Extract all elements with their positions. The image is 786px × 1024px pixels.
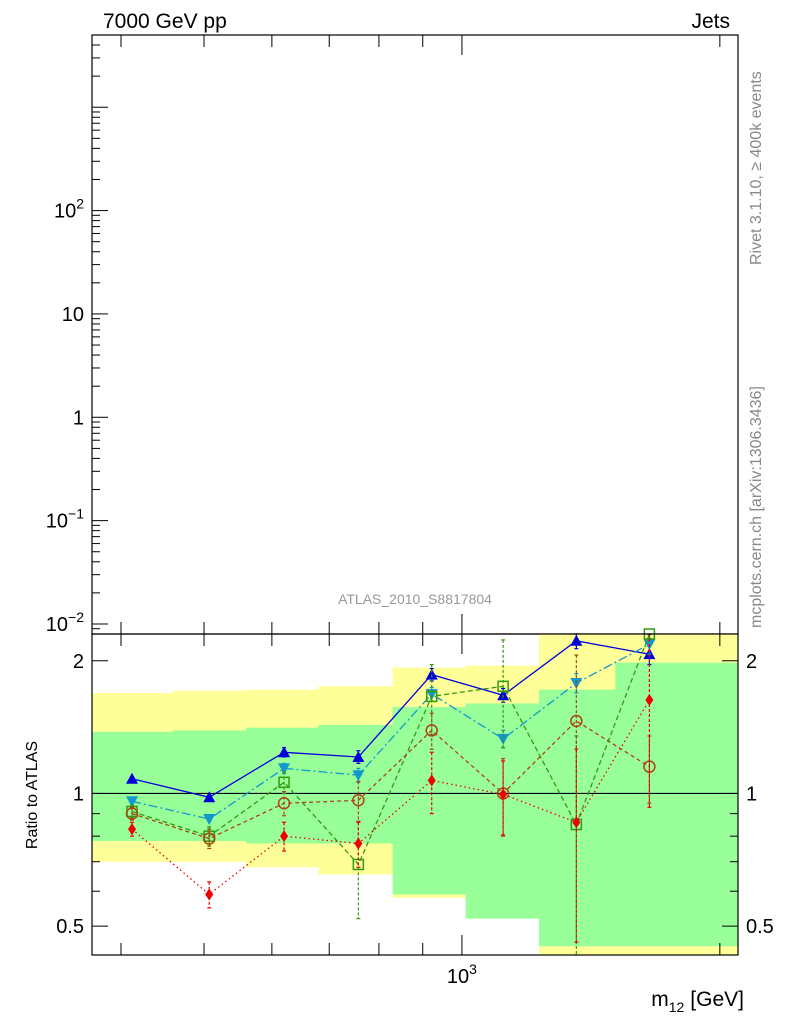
- main-y-tick-label: 1: [73, 407, 84, 429]
- tick-base: 10: [46, 511, 68, 533]
- ratio-frame: [91, 633, 739, 956]
- data-point: [570, 634, 583, 646]
- main-y-tick-label: 10−2: [46, 609, 84, 636]
- data-point: [125, 807, 139, 820]
- data-point: [203, 814, 216, 826]
- x-axis-label-main: m: [651, 988, 669, 1011]
- data-point: [499, 788, 508, 801]
- data-point: [497, 680, 509, 693]
- x-axis-label-unit: [GeV]: [690, 988, 744, 1011]
- data-point: [128, 823, 137, 836]
- data-point: [425, 724, 438, 737]
- ratio-y-label: Ratio to ATLAS: [24, 741, 41, 849]
- series-layer: [125, 628, 656, 956]
- ratio-tick-labels: 0.5 0.5 1 1 2 2 103: [56, 651, 774, 988]
- data-point: [126, 796, 139, 808]
- ratio-y-tick-label-left: 0.5: [56, 916, 84, 938]
- series-line-red: [131, 699, 650, 896]
- tick-base: 10: [62, 304, 84, 326]
- ratio-y-tick-label-left: 2: [73, 651, 84, 673]
- tick-exponent: −1: [68, 506, 84, 522]
- data-point: [278, 746, 291, 758]
- tick-base: 10: [46, 614, 68, 636]
- band-inner: [318, 724, 394, 844]
- main-frame: [91, 34, 739, 635]
- series-line-brown: [131, 720, 650, 840]
- data-point: [352, 750, 365, 762]
- ratio-y-tick-label-left: 1: [73, 783, 84, 805]
- band-inner: [392, 707, 467, 895]
- band-inner: [246, 727, 319, 844]
- data-point: [354, 837, 363, 850]
- series-line-blue: [131, 640, 650, 798]
- tick-exponent: −2: [68, 609, 84, 625]
- header-left: 7000 GeV pp: [103, 10, 227, 33]
- x-axis-label: m12 [GeV]: [651, 988, 744, 1015]
- data-point: [572, 816, 581, 829]
- data-point: [278, 776, 290, 789]
- data-point: [202, 832, 216, 845]
- data-point: [427, 774, 436, 787]
- series-red: [128, 633, 654, 943]
- x-axis-label-sub: 12: [669, 999, 685, 1015]
- data-point: [352, 794, 365, 807]
- x-tick-label: 103: [447, 961, 477, 988]
- series-line-green: [131, 633, 651, 866]
- data-point: [497, 689, 510, 701]
- band-inner: [173, 730, 247, 842]
- data-point: [203, 791, 216, 803]
- analysis-label: ATLAS_2010_S8817804: [338, 591, 492, 607]
- data-point: [126, 772, 139, 784]
- data-point: [570, 714, 583, 728]
- tick-base: 10: [447, 966, 469, 988]
- main-y-tick-label: 10−1: [46, 506, 84, 533]
- data-point: [425, 668, 438, 680]
- ratio-y-tick-label-right: 2: [746, 651, 757, 673]
- main-y-tick-label: 10: [62, 304, 84, 326]
- data-point: [277, 797, 291, 810]
- data-point: [205, 888, 214, 901]
- data-point: [570, 678, 583, 690]
- tick-base: 10: [54, 201, 76, 223]
- ratio-ticks: [92, 35, 738, 955]
- data-point: [278, 763, 291, 775]
- mcplots-label: mcplots.cern.ch [arXiv:1306.3436]: [748, 386, 765, 628]
- data-point: [280, 830, 289, 843]
- data-point: [425, 690, 438, 703]
- series-line-cyan: [131, 643, 650, 820]
- tick-base: 1: [73, 407, 84, 429]
- main-y-tick-label: 102: [54, 196, 84, 223]
- main-y-ticks: [92, 34, 108, 635]
- band-inner: [615, 662, 739, 947]
- data-point: [352, 770, 365, 782]
- series-green: [126, 628, 656, 956]
- tick-exponent: 2: [76, 196, 84, 212]
- ratio-y-tick-label-right: 1: [746, 783, 757, 805]
- data-point: [497, 733, 510, 745]
- uncertainty-bands: [92, 634, 739, 955]
- ratio-y-tick-label-right: 0.5: [746, 916, 774, 938]
- tick-exponent: 3: [469, 961, 477, 977]
- rivet-version-label: Rivet 3.1.10, ≥ 400k events: [748, 71, 765, 265]
- data-point: [645, 693, 654, 706]
- header-right: Jets: [691, 10, 730, 33]
